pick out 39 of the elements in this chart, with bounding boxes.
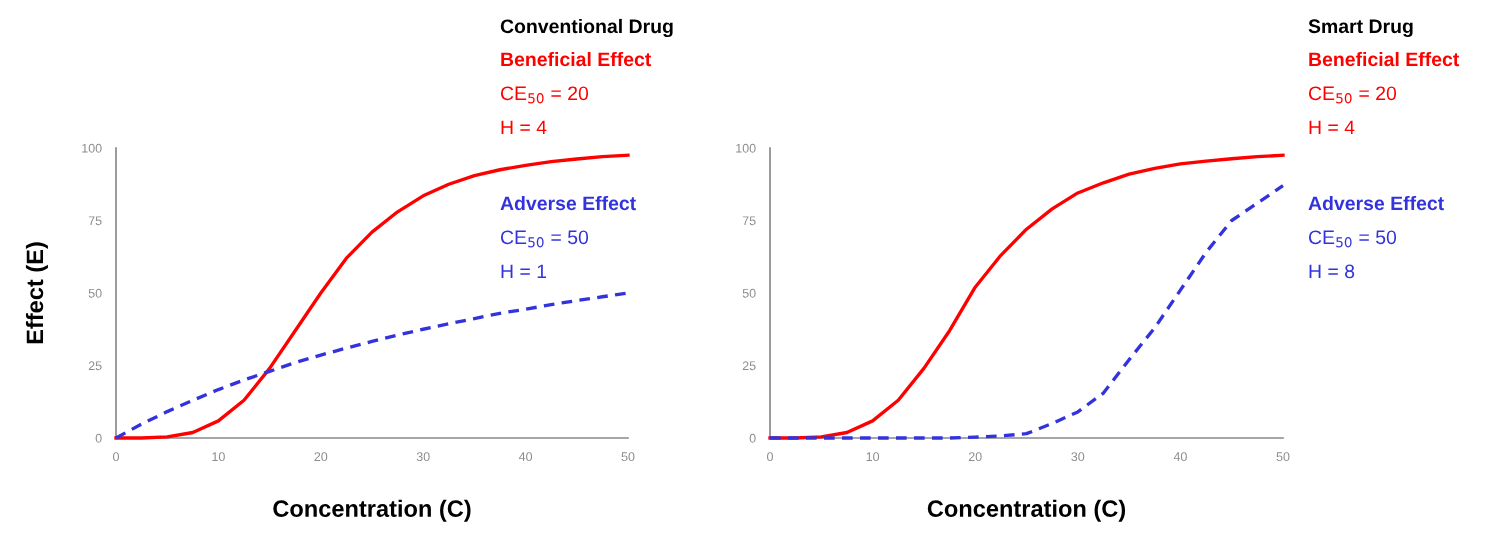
x-tick-label: 0 [113, 452, 119, 462]
x-tick-label: 0 [767, 452, 773, 462]
text: Smart Drug [1308, 19, 1413, 38]
text: Beneficial Effect [1309, 51, 1460, 67]
x-tick-label: 50 [621, 452, 635, 462]
x-tick-label: 30 [1071, 452, 1085, 462]
x-tick-label: 40 [1173, 452, 1187, 462]
y-tick-label: 50 [742, 288, 756, 298]
text: Beneficial Effect [501, 51, 652, 67]
y-tick-label: 0 [749, 433, 756, 443]
y-tick-label: 25 [742, 361, 756, 371]
x-tick-label: 10 [866, 452, 880, 462]
text: H = 4 [501, 120, 547, 135]
x-tick-label: 40 [518, 452, 533, 462]
annotation: CE$_{50}$ = 50 [500, 230, 589, 248]
x-tick-label: 20 [314, 452, 328, 462]
text: CE$_{50}$ = 50 [1308, 230, 1397, 248]
x-tick-label: 50 [1276, 452, 1290, 462]
y-tick-label: 100 [736, 143, 756, 153]
y-tick-label: 75 [742, 216, 756, 226]
x-tick-label: 20 [968, 452, 982, 462]
x-axis-title: Concentration (C) [927, 499, 1126, 522]
text: CE$_{50}$ = 20 [1308, 86, 1397, 104]
text: Conventional Drug [500, 18, 673, 38]
y-tick-label: 50 [88, 288, 102, 298]
text: H = 4 [1309, 120, 1355, 135]
text: Adverse Effect [500, 195, 636, 211]
x-tick-label: 30 [416, 452, 430, 462]
series-label: Adverse Effect [1308, 195, 1444, 211]
y-axis-title: Effect (E) [25, 242, 48, 344]
y-tick-label: 75 [88, 216, 102, 226]
y-tick-label: 0 [95, 433, 102, 443]
x-tick-label: 10 [212, 452, 225, 462]
text: CE$_{50}$ = 20 [500, 86, 589, 104]
y-tick-label: 100 [82, 143, 102, 153]
text: H = 8 [1309, 264, 1355, 279]
annotation: H = 1 [501, 264, 547, 279]
y-tick-label: 25 [88, 361, 102, 371]
x-axis-title: Concentration (C) [273, 499, 471, 522]
